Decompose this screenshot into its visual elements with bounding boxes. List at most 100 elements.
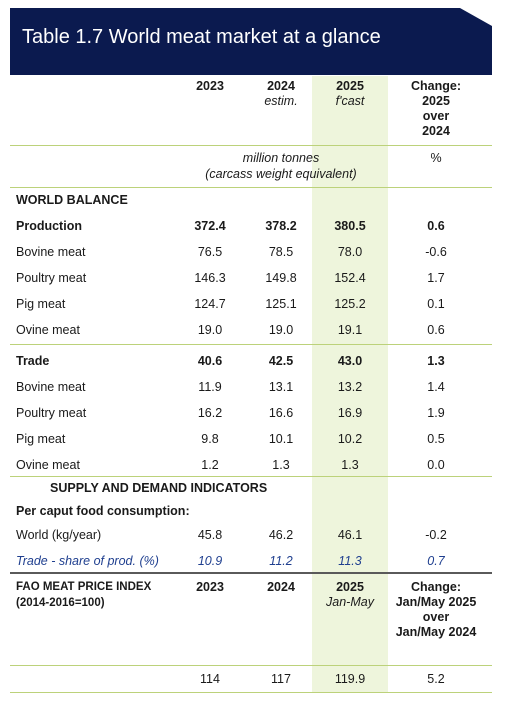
cell: 13.1 bbox=[268, 380, 294, 394]
column-header: Change: bbox=[411, 79, 461, 93]
cell: 125.2 bbox=[334, 297, 366, 311]
row-label: Pig meat bbox=[16, 432, 66, 446]
cell: 16.6 bbox=[268, 406, 294, 420]
cell: 1.3 bbox=[341, 458, 359, 472]
cell: 117 bbox=[271, 672, 291, 686]
cell: 149.8 bbox=[265, 271, 297, 285]
cell: 1.2 bbox=[201, 458, 219, 472]
cell: 114 bbox=[200, 672, 220, 686]
cell: 372.4 bbox=[194, 219, 226, 233]
cell: 19.0 bbox=[197, 323, 223, 337]
row-label: Ovine meat bbox=[16, 323, 80, 337]
column-header: 2025 bbox=[336, 580, 364, 594]
index-label: FAO MEAT PRICE INDEX bbox=[16, 581, 152, 593]
row-label: Ovine meat bbox=[16, 458, 80, 472]
cell: 1.4 bbox=[427, 380, 445, 394]
cell: 46.2 bbox=[268, 528, 294, 542]
cell: 42.5 bbox=[268, 354, 294, 368]
cell: 46.1 bbox=[337, 528, 363, 542]
cell: 43.0 bbox=[337, 354, 363, 368]
title-banner bbox=[10, 8, 492, 75]
cell: 380.5 bbox=[334, 219, 366, 233]
cell: 10.2 bbox=[337, 432, 363, 446]
cell: 10.9 bbox=[197, 554, 223, 568]
cell: 78.0 bbox=[337, 245, 363, 259]
index-label: (2014-2016=100) bbox=[16, 597, 105, 609]
column-header: Jan-May bbox=[326, 595, 374, 609]
column-header: 2024 bbox=[267, 79, 295, 93]
cell: 11.9 bbox=[198, 380, 222, 394]
rule bbox=[10, 187, 492, 188]
unit: million tonnes bbox=[242, 151, 320, 165]
column-header: 2025 bbox=[336, 79, 364, 93]
section-heading: WORLD BALANCE bbox=[16, 193, 128, 207]
cell: 19.0 bbox=[268, 323, 294, 337]
cell: 378.2 bbox=[265, 219, 297, 233]
unit: (carcass weight equivalent) bbox=[205, 167, 357, 181]
cell: 19.1 bbox=[337, 323, 363, 337]
cell: 152.4 bbox=[334, 271, 366, 285]
cell: 5.2 bbox=[427, 672, 445, 686]
cell: 16.9 bbox=[337, 406, 363, 420]
column-header: 2023 bbox=[196, 79, 224, 93]
unit: % bbox=[430, 151, 442, 165]
cell: 0.7 bbox=[427, 554, 445, 568]
cell: 1.9 bbox=[427, 406, 445, 420]
cell: 13.2 bbox=[337, 380, 363, 394]
cell: 11.2 bbox=[269, 554, 293, 568]
column-header: over bbox=[422, 109, 450, 123]
column-header: estim. bbox=[264, 94, 298, 108]
cell: 9.8 bbox=[201, 432, 219, 446]
cell: 124.7 bbox=[194, 297, 226, 311]
cell: 10.1 bbox=[268, 432, 294, 446]
row-label: World (kg/year) bbox=[16, 528, 102, 542]
column-header: 2024 bbox=[267, 580, 295, 594]
row-label: Bovine meat bbox=[16, 245, 86, 259]
cell: 0.1 bbox=[427, 297, 445, 311]
rule bbox=[10, 145, 492, 146]
cell: 0.6 bbox=[427, 323, 445, 337]
cell: 1.7 bbox=[427, 271, 445, 285]
column-header: over bbox=[422, 610, 450, 624]
row-label: Poultry meat bbox=[16, 271, 87, 285]
row-label: Pig meat bbox=[16, 297, 66, 311]
cell: 1.3 bbox=[272, 458, 290, 472]
column-header: 2025 bbox=[422, 94, 450, 108]
sub-heading: Per caput food consumption: bbox=[16, 504, 190, 518]
cell: 1.3 bbox=[427, 354, 445, 368]
cell: 16.2 bbox=[197, 406, 223, 420]
cell: 125.1 bbox=[265, 297, 297, 311]
cell: 76.5 bbox=[197, 245, 223, 259]
column-header: f'cast bbox=[335, 94, 365, 108]
rule bbox=[10, 692, 492, 693]
rule bbox=[10, 344, 492, 345]
cell: 45.8 bbox=[197, 528, 223, 542]
cell: -0.2 bbox=[425, 528, 447, 542]
cell: 0.0 bbox=[427, 458, 445, 472]
rule bbox=[10, 476, 492, 477]
row-label: Trade - share of prod. (%) bbox=[16, 554, 159, 568]
row-label: Production bbox=[16, 219, 82, 233]
column-header: 2023 bbox=[196, 580, 224, 594]
cell: 119.9 bbox=[334, 672, 366, 686]
cell: 11.3 bbox=[338, 554, 362, 568]
rule bbox=[10, 665, 492, 666]
section-heading: SUPPLY AND DEMAND INDICATORS bbox=[50, 481, 268, 495]
row-label: Bovine meat bbox=[16, 380, 86, 394]
cell: 0.6 bbox=[427, 219, 445, 233]
rule bbox=[10, 572, 492, 574]
cell: 78.5 bbox=[268, 245, 294, 259]
column-header: 2024 bbox=[422, 124, 450, 138]
title: Table 1.7 World meat market at a glance bbox=[22, 26, 381, 48]
column-header: Change: bbox=[411, 580, 461, 594]
cell: -0.6 bbox=[425, 245, 447, 259]
column-header: Jan/May 2024 bbox=[395, 625, 477, 639]
row-label: Trade bbox=[16, 354, 50, 368]
cell: 0.5 bbox=[427, 432, 445, 446]
row-label: Poultry meat bbox=[16, 406, 87, 420]
cell: 40.6 bbox=[197, 354, 223, 368]
cell: 146.3 bbox=[194, 271, 226, 285]
column-header: Jan/May 2025 bbox=[395, 595, 477, 609]
